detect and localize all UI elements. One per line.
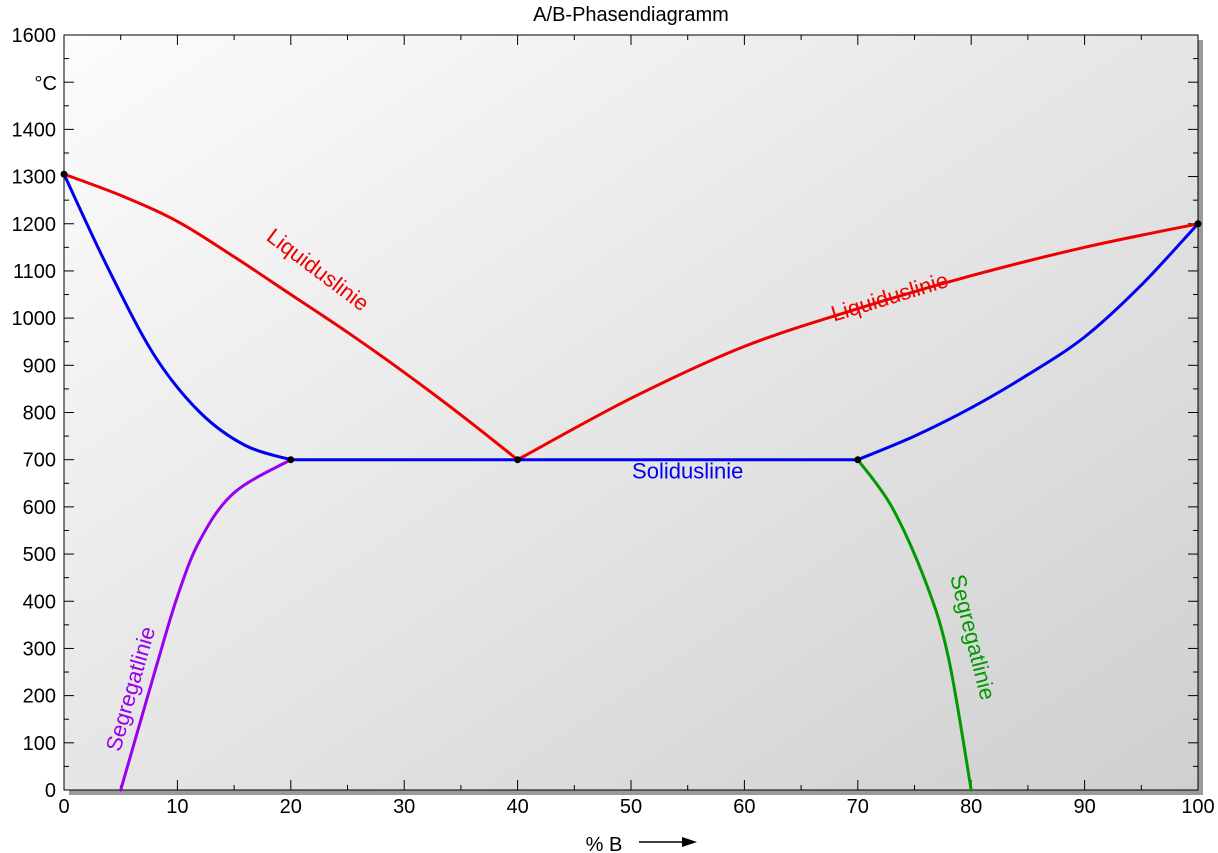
key-point — [854, 456, 862, 464]
series-line-0 — [62, 172, 520, 462]
y-tick-label: 300 — [23, 638, 56, 660]
key-point — [287, 456, 295, 464]
plot-area — [63, 34, 1199, 791]
y-tick-label: 0 — [45, 780, 56, 802]
x-tick-label: 70 — [847, 796, 869, 818]
curve-annotation: Solidusli­nie — [632, 459, 743, 484]
points-group — [60, 170, 1202, 464]
y-tick-label: 1300 — [12, 167, 57, 189]
key-point — [60, 170, 68, 178]
y-axis-unit-label: °C — [35, 73, 57, 95]
y-tick-label: 600 — [23, 497, 56, 519]
x-tick-label: 50 — [620, 796, 642, 818]
curves-group — [62, 172, 1200, 792]
x-axis-label: % B — [586, 834, 623, 853]
y-tick-label: 100 — [23, 733, 56, 755]
key-point — [1194, 220, 1202, 228]
y-tick-label: 700 — [23, 450, 56, 472]
y-tick-label: 800 — [23, 403, 56, 425]
x-tick-label: 10 — [166, 796, 188, 818]
x-tick-label: 90 — [1073, 796, 1095, 818]
y-tick-label: 400 — [23, 591, 56, 613]
series-line-2 — [62, 172, 293, 462]
x-axis-arrow — [639, 837, 697, 847]
x-tick-label: 100 — [1181, 796, 1214, 818]
x-tick-label: 40 — [506, 796, 528, 818]
y-tick-label: 200 — [23, 686, 56, 708]
y-tick-label: 500 — [23, 544, 56, 566]
y-tick-label: 1000 — [12, 308, 57, 330]
chart-title: A/B-Phasendiagramm — [533, 4, 729, 26]
x-tick-label: 60 — [733, 796, 755, 818]
key-point — [514, 456, 522, 464]
series-line-5 — [119, 458, 293, 792]
y-tick-label: 1400 — [12, 119, 57, 141]
series-line-1 — [516, 222, 1200, 462]
x-tick-label: 0 — [58, 796, 69, 818]
x-tick-label: 20 — [280, 796, 302, 818]
series-line-4 — [856, 222, 1200, 462]
axes-group: 0 10 20 30 40 50 60 70 80 90 100010020030040050060… — [12, 25, 1215, 818]
y-tick-label: 1200 — [12, 214, 57, 236]
series-line-6 — [856, 458, 973, 792]
x-tick-label: 80 — [960, 796, 982, 818]
x-tick-label: 30 — [393, 796, 415, 818]
y-tick-label: 1600 — [12, 25, 57, 47]
y-tick-label: 1100 — [13, 261, 56, 283]
y-tick-label: 900 — [23, 355, 56, 377]
